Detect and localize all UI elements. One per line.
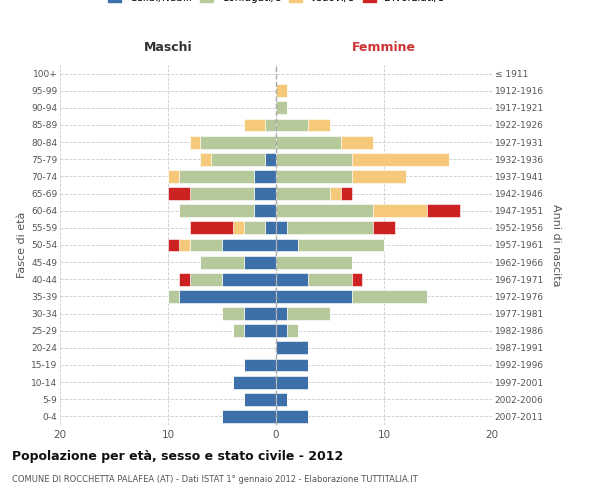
Bar [276, 256, 352, 268]
Bar [168, 238, 179, 252]
Bar [179, 290, 276, 303]
Bar [352, 170, 406, 183]
Bar [276, 393, 287, 406]
Y-axis label: Fasce di età: Fasce di età [17, 212, 27, 278]
Bar [200, 153, 211, 166]
Bar [427, 204, 460, 217]
Bar [168, 187, 190, 200]
Bar [298, 238, 384, 252]
Bar [276, 153, 352, 166]
Bar [276, 170, 352, 183]
Bar [276, 118, 308, 132]
Bar [308, 118, 330, 132]
Bar [168, 290, 179, 303]
Bar [200, 256, 244, 268]
Bar [179, 204, 254, 217]
Bar [222, 238, 276, 252]
Bar [179, 238, 190, 252]
Bar [190, 222, 233, 234]
Bar [352, 290, 427, 303]
Bar [276, 238, 298, 252]
Bar [244, 393, 276, 406]
Bar [276, 136, 341, 148]
Bar [265, 153, 276, 166]
Bar [233, 376, 276, 388]
Bar [276, 102, 287, 114]
Bar [276, 204, 373, 217]
Bar [244, 358, 276, 372]
Legend: Celibi/Nubili, Coniugati/e, Vedovi/e, Divorziati/e: Celibi/Nubili, Coniugati/e, Vedovi/e, Di… [106, 0, 446, 5]
Bar [341, 136, 373, 148]
Bar [168, 170, 179, 183]
Bar [287, 222, 373, 234]
Bar [190, 238, 222, 252]
Bar [244, 118, 265, 132]
Bar [254, 170, 276, 183]
Bar [244, 324, 276, 337]
Bar [373, 222, 395, 234]
Bar [254, 204, 276, 217]
Text: Popolazione per età, sesso e stato civile - 2012: Popolazione per età, sesso e stato civil… [12, 450, 343, 463]
Bar [276, 376, 308, 388]
Bar [287, 324, 298, 337]
Text: COMUNE DI ROCCHETTA PALAFEA (AT) - Dati ISTAT 1° gennaio 2012 - Elaborazione TUT: COMUNE DI ROCCHETTA PALAFEA (AT) - Dati … [12, 475, 418, 484]
Bar [244, 256, 276, 268]
Bar [200, 136, 276, 148]
Bar [276, 307, 287, 320]
Bar [276, 342, 308, 354]
Bar [276, 222, 287, 234]
Bar [190, 136, 200, 148]
Bar [265, 118, 276, 132]
Bar [190, 187, 254, 200]
Bar [222, 410, 276, 423]
Bar [222, 273, 276, 285]
Bar [276, 273, 308, 285]
Bar [276, 410, 308, 423]
Y-axis label: Anni di nascita: Anni di nascita [551, 204, 560, 286]
Bar [276, 324, 287, 337]
Bar [373, 204, 427, 217]
Bar [308, 273, 352, 285]
Bar [287, 307, 330, 320]
Bar [211, 153, 265, 166]
Bar [352, 153, 449, 166]
Bar [190, 273, 222, 285]
Text: Maschi: Maschi [143, 41, 193, 54]
Bar [222, 307, 244, 320]
Bar [276, 358, 308, 372]
Bar [179, 170, 254, 183]
Bar [179, 273, 190, 285]
Bar [254, 187, 276, 200]
Bar [276, 187, 330, 200]
Bar [265, 222, 276, 234]
Bar [244, 307, 276, 320]
Bar [352, 273, 362, 285]
Bar [341, 187, 352, 200]
Bar [330, 187, 341, 200]
Bar [244, 222, 265, 234]
Bar [233, 324, 244, 337]
Text: Femmine: Femmine [352, 41, 416, 54]
Bar [276, 290, 352, 303]
Bar [233, 222, 244, 234]
Bar [276, 84, 287, 97]
